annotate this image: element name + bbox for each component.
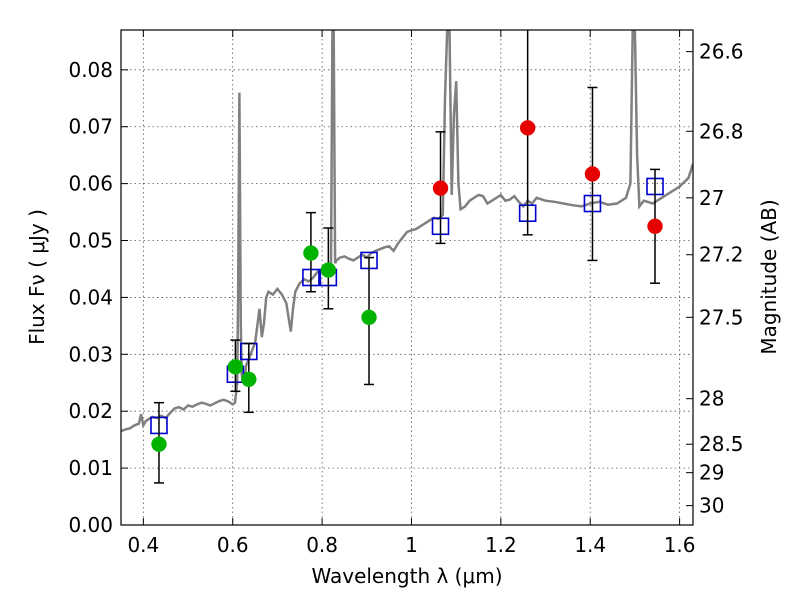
y-tick-label: 0.06 — [68, 172, 113, 196]
y-tick-label: 0.00 — [68, 513, 113, 537]
photometry-point — [361, 309, 377, 326]
y-tick-label: 0.07 — [68, 115, 113, 139]
y-tick-label: 0.01 — [68, 456, 113, 480]
y-tick-label: 0.08 — [68, 58, 113, 82]
y-tick-label: 0.03 — [68, 342, 113, 366]
mag-tick-label: 28.5 — [699, 432, 744, 456]
x-tick-label: 1.4 — [574, 533, 606, 557]
mag-tick-label: 28 — [699, 387, 724, 411]
photometry-point — [241, 371, 257, 388]
x-tick-label: 1.2 — [485, 533, 517, 557]
mag-tick-label: 27.2 — [699, 243, 744, 267]
x-tick-label: 0.6 — [217, 533, 249, 557]
y-tick-label: 0.05 — [68, 229, 113, 253]
photometry-point — [519, 120, 536, 136]
x-tick-label: 1.6 — [664, 533, 696, 557]
mag-tick-label: 27 — [699, 186, 724, 210]
y-axis-title: Flux Fν ( μJy ) — [25, 209, 49, 345]
mag-tick-label: 27.5 — [699, 305, 744, 329]
y-tick-label: 0.04 — [68, 285, 113, 309]
template-spectrum-line — [121, 30, 693, 433]
photometry-point — [432, 180, 449, 196]
x-tick-label: 1 — [405, 533, 418, 557]
x-tick-label: 0.4 — [127, 533, 159, 557]
photometry-point — [227, 359, 244, 375]
x-axis-title: Wavelength λ (μm) — [311, 564, 502, 588]
photometry-point — [647, 218, 663, 235]
mag-tick-label: 26.6 — [699, 40, 744, 64]
photometry-point — [303, 245, 319, 261]
photometry-point — [584, 166, 601, 182]
axes: 0.4 0.6 0.8 1 1.2 1.4 1.6 0.00 0.01 0.02 0.03 0.04 0… — [68, 30, 744, 557]
photometry-point — [151, 436, 167, 452]
y2-axis-title: Magnitude (AB) — [757, 199, 781, 354]
grid — [121, 30, 693, 526]
mag-tick-label: 30 — [699, 494, 724, 518]
mag-tick-label: 26.8 — [699, 119, 744, 143]
template-spectrum — [121, 30, 693, 433]
x-tick-label: 0.8 — [306, 533, 338, 557]
y-tick-label: 0.02 — [68, 399, 113, 423]
plot-frame — [120, 29, 694, 526]
mag-tick-label: 29 — [699, 461, 724, 485]
data-markers — [150, 30, 664, 484]
photometry-point — [320, 262, 337, 278]
